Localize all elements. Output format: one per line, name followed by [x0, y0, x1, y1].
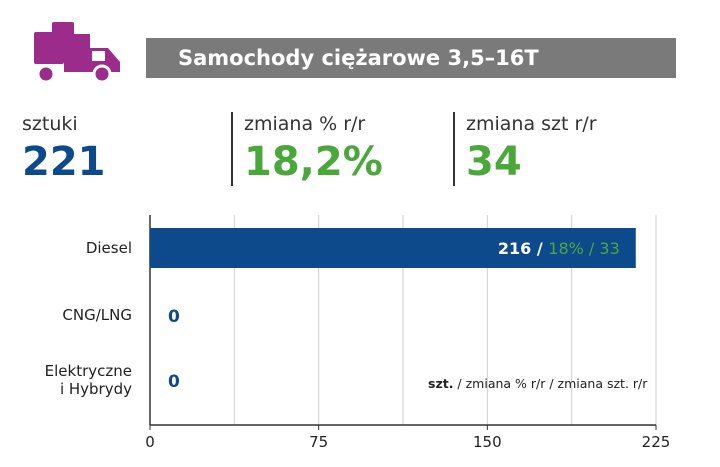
legend-note-rest: / zmiana % r/r / zmiana szt. r/r	[453, 376, 648, 391]
stat-pct-change: zmiana % r/r 18,2%	[244, 112, 383, 186]
delivery-truck-icon	[34, 22, 120, 84]
stat-unit-change-label: zmiana szt r/r	[466, 113, 597, 135]
stat-units: sztuki 221	[22, 112, 106, 186]
chart-title: Samochody ciężarowe 3,5–16T	[146, 38, 676, 78]
legend-note: szt. / zmiana % r/r / zmiana szt. r/r	[428, 376, 647, 391]
data-label: 0	[168, 372, 180, 392]
stat-unit-change-value: 34	[466, 139, 522, 185]
x-tick-label: 150	[473, 433, 502, 451]
x-tick-label: 0	[145, 433, 155, 451]
x-tick-label: 225	[642, 433, 671, 451]
bar-chart: 0 75 150 225 Diesel 216 / 18% / 33 CNG/LNG 0 Ele…	[45, 215, 671, 451]
stat-pct-change-value: 18,2%	[244, 139, 383, 185]
x-tick-label: 75	[309, 433, 328, 451]
stat-unit-change: zmiana szt r/r 34	[466, 112, 597, 186]
category-label: Elektryczne	[45, 362, 132, 380]
stat-units-label: sztuki	[22, 113, 78, 135]
data-label: 216 / 18% / 33	[498, 239, 620, 258]
divider	[231, 112, 233, 186]
divider	[453, 112, 455, 186]
category-label: Diesel	[86, 239, 132, 257]
category-label: i Hybrydy	[60, 380, 132, 398]
data-label: 0	[168, 307, 180, 327]
stat-pct-change-label: zmiana % r/r	[244, 113, 366, 135]
category-label: CNG/LNG	[62, 306, 132, 324]
stat-units-value: 221	[22, 139, 106, 185]
bar	[150, 228, 636, 268]
legend-note-bold: szt.	[428, 376, 454, 391]
